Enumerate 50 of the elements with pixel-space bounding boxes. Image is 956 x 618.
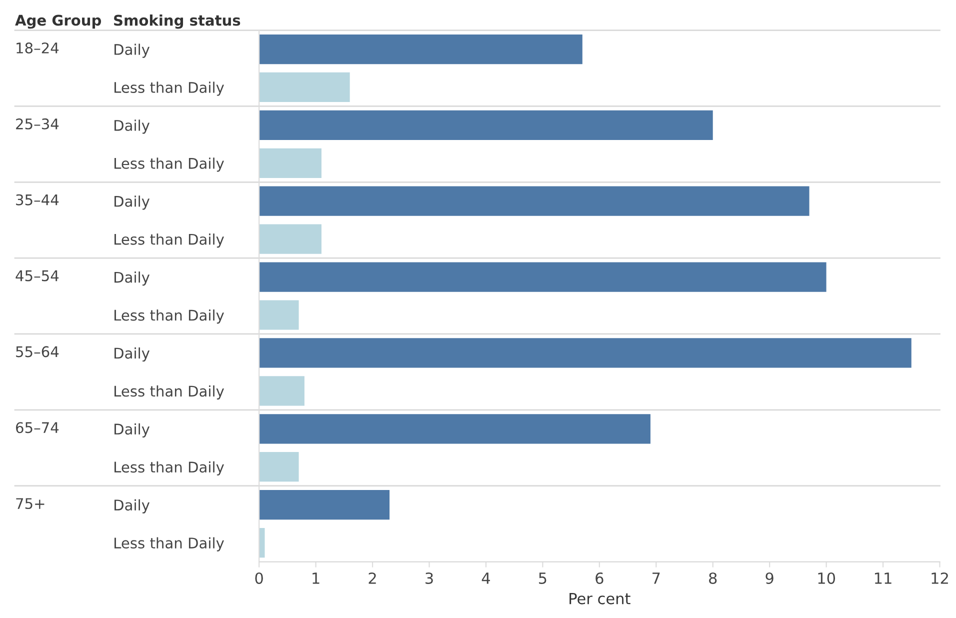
y-tick-label: Less than Daily bbox=[114, 537, 224, 552]
x-tick-label: 7 bbox=[652, 572, 660, 584]
x-tick-label: 6 bbox=[596, 572, 604, 584]
bar bbox=[259, 376, 304, 406]
y-tick-label: Daily bbox=[114, 196, 150, 210]
y-tick-label: Daily bbox=[114, 347, 150, 362]
y-tick-label: Daily bbox=[114, 272, 150, 286]
text: 55–64 bbox=[16, 346, 59, 358]
bar bbox=[259, 110, 713, 140]
x-tick-label: 2 bbox=[368, 572, 376, 584]
bar bbox=[259, 300, 299, 330]
y-tick-label: Less than Daily bbox=[114, 158, 224, 172]
bar bbox=[259, 262, 826, 292]
text: 45–54 bbox=[16, 270, 59, 282]
y-tick-label: Less than Daily bbox=[114, 461, 224, 476]
y-tick-label: Daily bbox=[114, 423, 150, 438]
bar bbox=[259, 72, 350, 102]
bar bbox=[259, 452, 299, 482]
x-tick-label: 1 bbox=[312, 572, 320, 584]
y-tick-label: Less than Daily bbox=[114, 309, 224, 324]
y-tick-label: Less than Daily bbox=[114, 385, 224, 400]
x-axis-title: Per cent bbox=[570, 592, 630, 604]
bar bbox=[259, 148, 322, 178]
bar bbox=[259, 414, 650, 444]
x-tick-label: 8 bbox=[709, 572, 717, 584]
y-tick-label: Less than Daily bbox=[114, 82, 224, 96]
bar bbox=[259, 224, 322, 254]
bar bbox=[259, 186, 810, 216]
x-tick-label: 12 bbox=[932, 572, 948, 584]
x-tick-label: 3 bbox=[426, 572, 433, 584]
x-tick-label: 9 bbox=[766, 572, 774, 584]
text: Age Group bbox=[15, 14, 102, 29]
y-tick-label: Daily bbox=[114, 44, 150, 58]
text: 18–24 bbox=[16, 42, 59, 54]
text: Smoking status bbox=[114, 14, 240, 29]
x-tick-label: 11 bbox=[874, 572, 892, 584]
x-tick-label: 10 bbox=[818, 572, 836, 584]
bar bbox=[259, 490, 390, 520]
text: 35–44 bbox=[16, 194, 59, 206]
bar bbox=[259, 34, 582, 64]
y-tick-label: Daily bbox=[114, 120, 150, 134]
text: 65–74 bbox=[16, 422, 59, 434]
x-tick-label: 4 bbox=[482, 572, 490, 584]
y-tick-label: Daily bbox=[114, 499, 150, 514]
bar bbox=[259, 338, 912, 368]
text: 75+ bbox=[16, 498, 44, 510]
y-tick-label: Less than Daily bbox=[114, 234, 224, 248]
x-tick-label: 5 bbox=[539, 572, 546, 584]
text: 25–34 bbox=[16, 118, 59, 130]
x-tick-label: 0 bbox=[255, 572, 263, 584]
